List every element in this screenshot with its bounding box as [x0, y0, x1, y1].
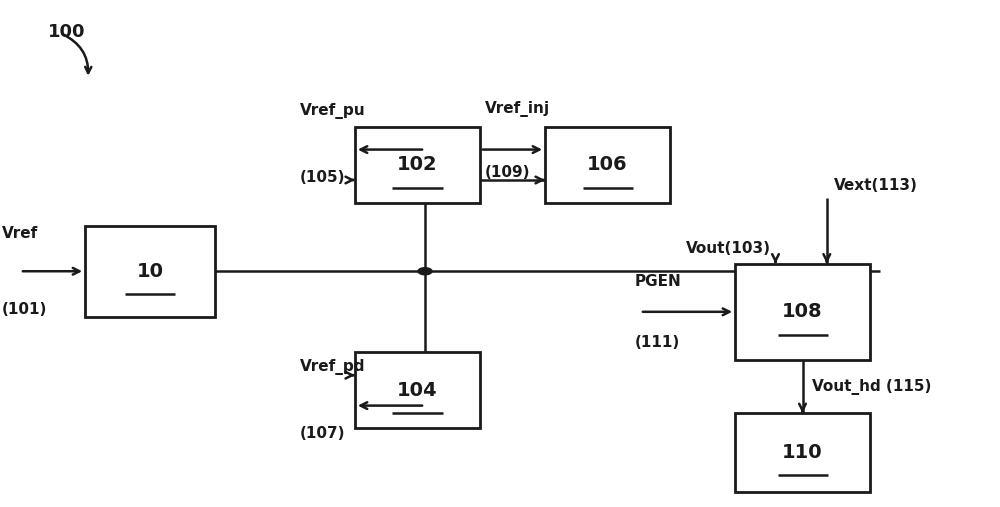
Text: (109): (109) — [485, 165, 530, 180]
Circle shape — [418, 268, 432, 275]
Text: Vref_inj: Vref_inj — [485, 100, 550, 117]
Text: Vout_hd (115): Vout_hd (115) — [812, 379, 932, 394]
Text: PGEN: PGEN — [635, 274, 682, 289]
Bar — [545, 127, 670, 203]
Text: Vref: Vref — [2, 226, 38, 241]
Text: (105): (105) — [300, 170, 346, 185]
Text: 106: 106 — [587, 155, 628, 174]
Text: 10: 10 — [137, 262, 164, 281]
Bar — [85, 226, 215, 317]
Text: 100: 100 — [48, 23, 86, 41]
Text: Vext(113): Vext(113) — [834, 177, 918, 193]
Bar — [735, 413, 870, 492]
Text: (111): (111) — [635, 335, 680, 350]
Text: Vout(103): Vout(103) — [686, 241, 770, 256]
Bar — [355, 352, 480, 428]
Text: Vref_pd: Vref_pd — [300, 359, 366, 375]
Text: 108: 108 — [782, 302, 823, 321]
Text: 104: 104 — [397, 381, 438, 400]
Bar — [355, 127, 480, 203]
Text: (101): (101) — [2, 302, 47, 317]
Text: Vref_pu: Vref_pu — [300, 103, 366, 119]
Text: 110: 110 — [782, 443, 823, 462]
Text: (107): (107) — [300, 426, 346, 441]
Bar — [735, 264, 870, 360]
Text: 102: 102 — [397, 155, 438, 174]
